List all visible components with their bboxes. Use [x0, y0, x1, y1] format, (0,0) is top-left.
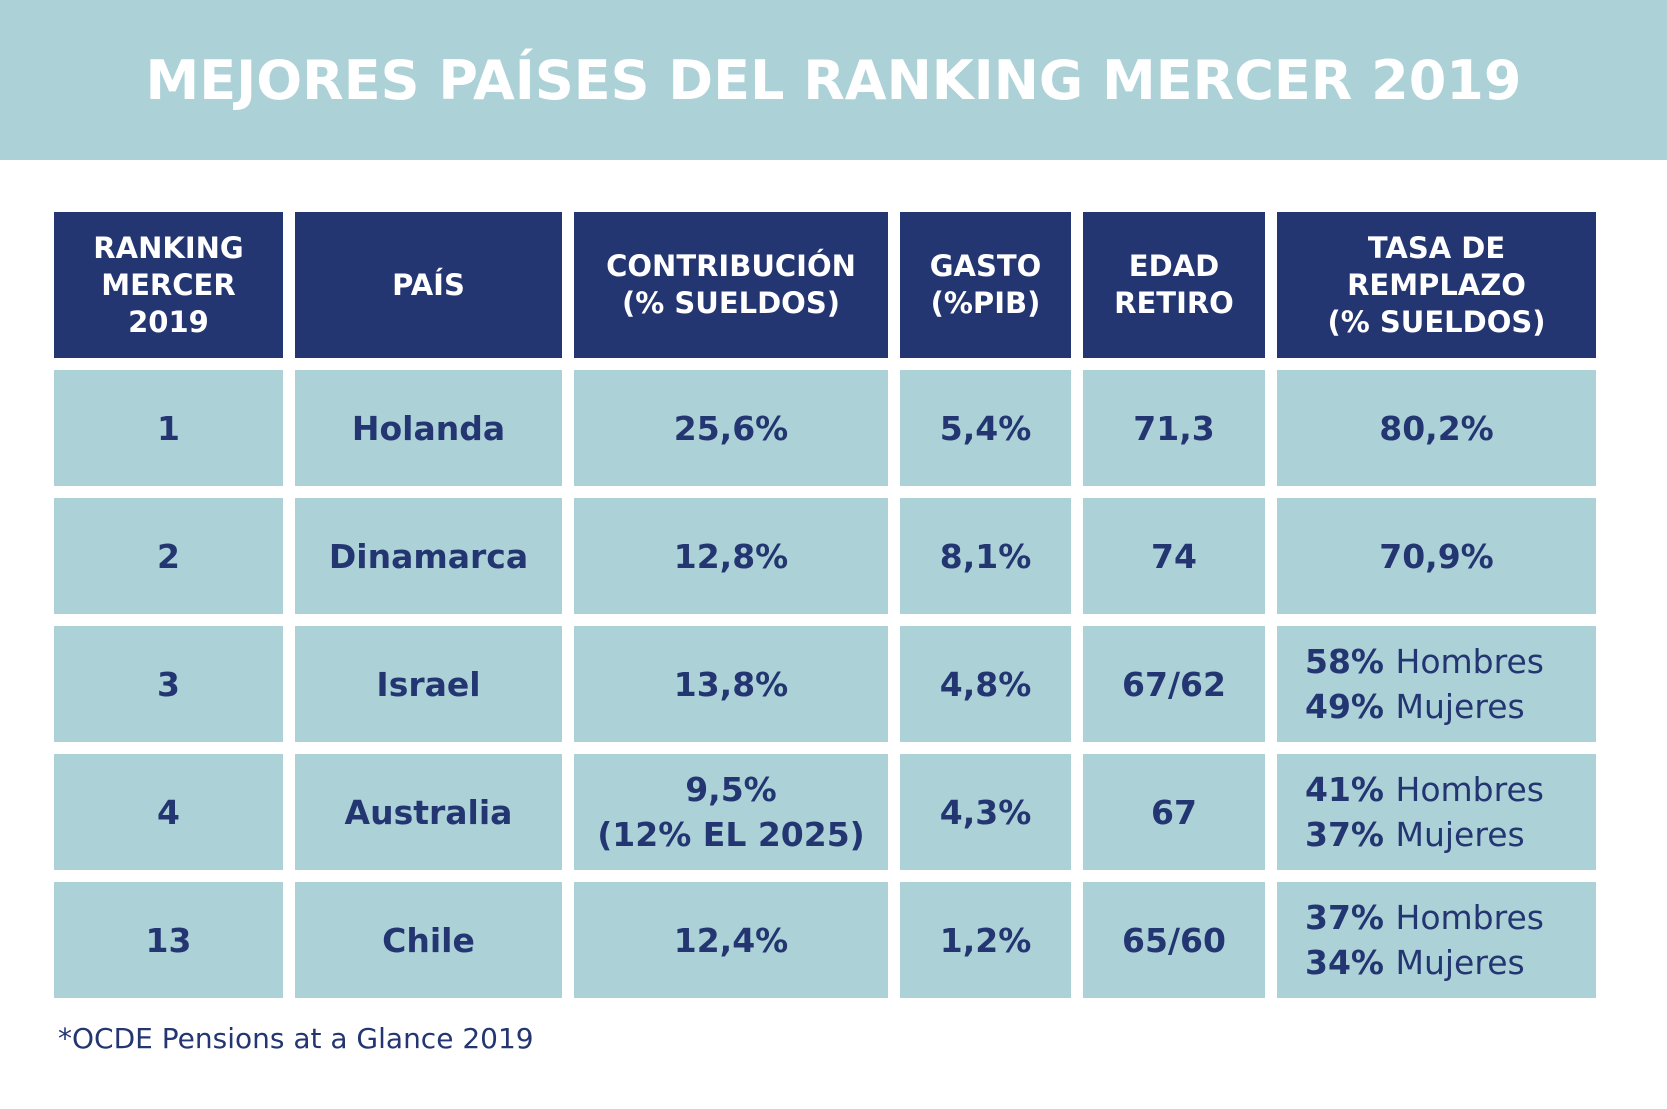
cell-contribucion: 13,8% [574, 626, 888, 742]
tasa-line: 37% Mujeres [1305, 812, 1525, 857]
header-gasto: GASTO (%PIB) [900, 212, 1071, 358]
tasa-percent: 37% [1305, 898, 1384, 937]
cell-tasa: 41% Hombres 37% Mujeres [1277, 754, 1596, 870]
cell-edad: 71,3 [1083, 370, 1265, 486]
header-contribucion: CONTRIBUCIÓN (% SUELDOS) [574, 212, 888, 358]
tasa-label: Hombres [1395, 642, 1544, 681]
cell-edad: 67 [1083, 754, 1265, 870]
tasa-line: 70,9% [1379, 534, 1494, 579]
tasa-line: 37% Hombres [1305, 895, 1544, 940]
cell-pais: Australia [295, 754, 562, 870]
tasa-line: 58% Hombres [1305, 639, 1544, 684]
cell-gasto: 8,1% [900, 498, 1071, 614]
tasa-line: 80,2% [1379, 406, 1494, 451]
cell-edad: 65/60 [1083, 882, 1265, 998]
cell-contribucion: 9,5% (12% EL 2025) [574, 754, 888, 870]
tasa-line: 49% Mujeres [1305, 684, 1525, 729]
tasa-percent: 58% [1305, 642, 1384, 681]
tasa-percent: 37% [1305, 815, 1384, 854]
cell-gasto: 5,4% [900, 370, 1071, 486]
cell-contribucion: 25,6% [574, 370, 888, 486]
cell-ranking: 13 [54, 882, 283, 998]
cell-tasa: 37% Hombres 34% Mujeres [1277, 882, 1596, 998]
cell-contribucion: 12,8% [574, 498, 888, 614]
cell-ranking: 4 [54, 754, 283, 870]
header-tasa: TASA DE REMPLAZO (% SUELDOS) [1277, 212, 1596, 358]
cell-edad: 74 [1083, 498, 1265, 614]
cell-pais: Holanda [295, 370, 562, 486]
cell-tasa: 70,9% [1277, 498, 1596, 614]
tasa-line: 34% Mujeres [1305, 940, 1525, 985]
tasa-line: 41% Hombres [1305, 767, 1544, 812]
cell-pais: Israel [295, 626, 562, 742]
cell-edad: 67/62 [1083, 626, 1265, 742]
cell-tasa: 58% Hombres 49% Mujeres [1277, 626, 1596, 742]
cell-ranking: 2 [54, 498, 283, 614]
cell-pais: Chile [295, 882, 562, 998]
tasa-label: Mujeres [1395, 815, 1525, 854]
title-banner: MEJORES PAÍSES DEL RANKING MERCER 2019 [0, 0, 1667, 160]
cell-ranking: 1 [54, 370, 283, 486]
cell-ranking: 3 [54, 626, 283, 742]
tasa-percent: 49% [1305, 687, 1384, 726]
tasa-label: Hombres [1395, 770, 1544, 809]
page-title: MEJORES PAÍSES DEL RANKING MERCER 2019 [145, 48, 1522, 112]
cell-tasa: 80,2% [1277, 370, 1596, 486]
tasa-percent: 70,9% [1379, 536, 1494, 576]
cell-gasto: 1,2% [900, 882, 1071, 998]
cell-gasto: 4,8% [900, 626, 1071, 742]
tasa-percent: 80,2% [1379, 408, 1494, 448]
tasa-label: Mujeres [1395, 943, 1525, 982]
ranking-table: RANKING MERCER 2019 PAÍS CONTRIBUCIÓN (%… [54, 212, 1596, 998]
tasa-percent: 41% [1305, 770, 1384, 809]
tasa-label: Hombres [1395, 898, 1544, 937]
tasa-label: Mujeres [1395, 687, 1525, 726]
header-pais: PAÍS [295, 212, 562, 358]
cell-contribucion: 12,4% [574, 882, 888, 998]
footnote: *OCDE Pensions at a Glance 2019 [58, 1022, 534, 1055]
cell-gasto: 4,3% [900, 754, 1071, 870]
header-ranking: RANKING MERCER 2019 [54, 212, 283, 358]
header-edad: EDAD RETIRO [1083, 212, 1265, 358]
cell-pais: Dinamarca [295, 498, 562, 614]
tasa-percent: 34% [1305, 943, 1384, 982]
